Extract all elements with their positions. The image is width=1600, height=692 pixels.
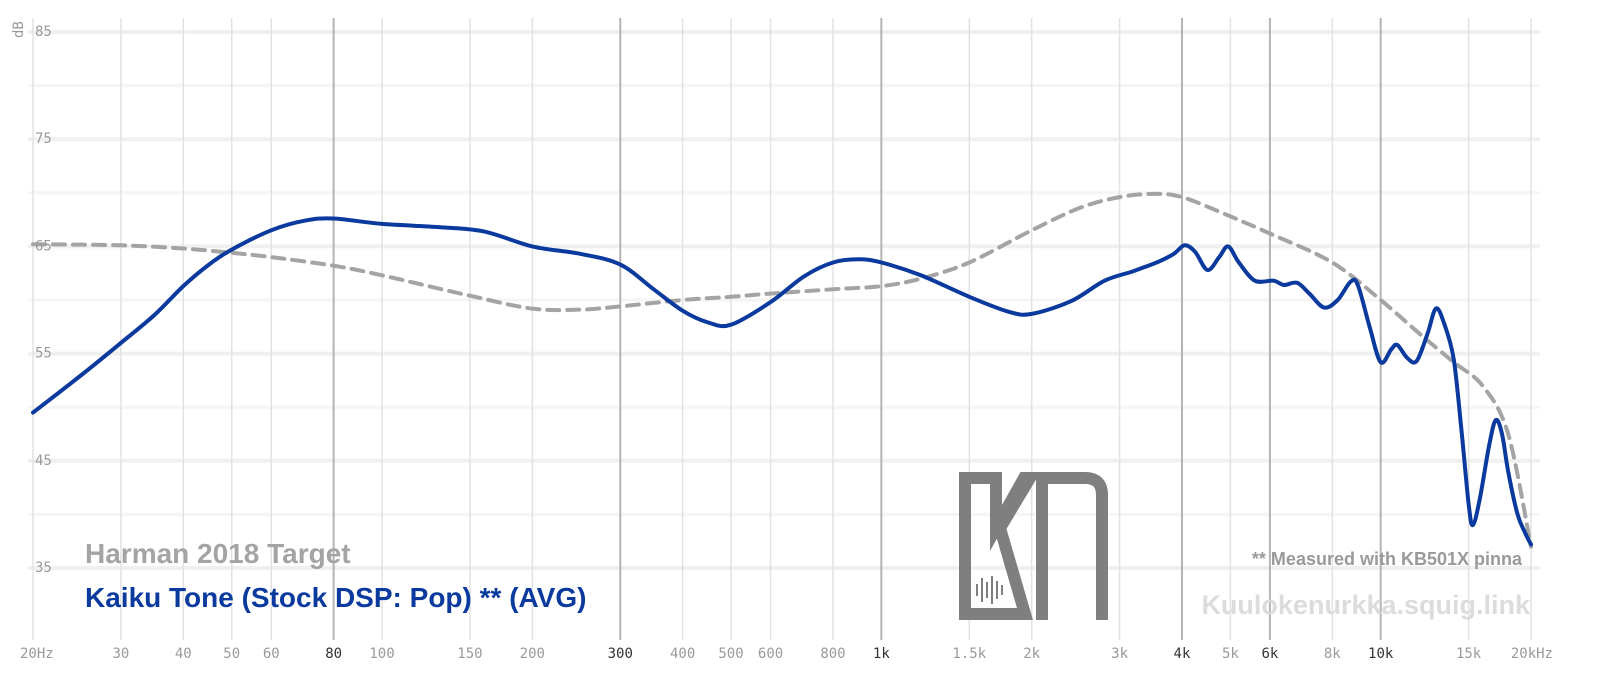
site-watermark: Kuulokenurkka.squig.link — [1201, 590, 1530, 620]
y-tick-label: 85 — [35, 24, 52, 40]
x-tick-label: 150 — [457, 646, 482, 662]
kn-logo-waveform — [976, 576, 1003, 604]
x-tick-label: 80 — [325, 646, 342, 662]
x-tick-label: 6k — [1261, 646, 1278, 662]
x-tick-label: 15k — [1456, 646, 1482, 662]
y-tick-label: 75 — [35, 131, 52, 147]
x-tick-label: 10k — [1368, 646, 1394, 662]
y-tick-label: 65 — [35, 238, 52, 254]
x-tick-label: 2k — [1023, 646, 1040, 662]
series-layer — [31, 191, 1533, 549]
x-tick-label: 400 — [670, 646, 695, 662]
x-tick-label: 1.5k — [952, 646, 986, 662]
x-tick-label: 50 — [223, 646, 240, 662]
kn-logo-k — [959, 472, 1041, 620]
x-tick-label: 5k — [1222, 646, 1239, 662]
y-tick-label: 35 — [35, 560, 52, 576]
x-tick-label: 100 — [369, 646, 394, 662]
series-target-line[interactable] — [31, 191, 1533, 549]
chart-grid — [28, 18, 1540, 640]
x-tick-label: 800 — [820, 646, 845, 662]
x-axis-labels: 20Hz 30 40 50 60 80 100 150 200 300 400 500 600 800 1k… — [20, 646, 1553, 662]
x-tick-label: 1k — [873, 646, 890, 662]
x-tick-label: 600 — [758, 646, 783, 662]
kn-logo — [959, 472, 1108, 620]
y-axis-labels: 85 75 65 55 45 35 — [35, 24, 52, 576]
legend-target-label[interactable]: Harman 2018 Target — [85, 538, 351, 569]
x-tick-label: 30 — [112, 646, 129, 662]
kn-logo-n — [1036, 472, 1108, 620]
series-phone-line[interactable] — [31, 216, 1533, 547]
x-tick-label: 3k — [1111, 646, 1128, 662]
x-tick-label: 200 — [520, 646, 545, 662]
x-tick-label: 4k — [1174, 646, 1191, 662]
x-tick-label: 40 — [175, 646, 192, 662]
x-tick-label: 500 — [718, 646, 743, 662]
legend-phone-label[interactable]: Kaiku Tone (Stock DSP: Pop) ** (AVG) — [85, 582, 587, 613]
y-tick-label: 55 — [35, 346, 52, 362]
x-tick-label: 300 — [608, 646, 633, 662]
y-tick-label: 45 — [35, 453, 52, 469]
measurement-note: ** Measured with KB501X pinna — [1251, 549, 1522, 569]
x-tick-label: 20kHz — [1511, 646, 1553, 662]
x-tick-label: 8k — [1324, 646, 1341, 662]
y-axis-unit: dB — [11, 21, 27, 38]
x-tick-label: 20Hz — [20, 646, 54, 662]
x-tick-label: 60 — [263, 646, 280, 662]
